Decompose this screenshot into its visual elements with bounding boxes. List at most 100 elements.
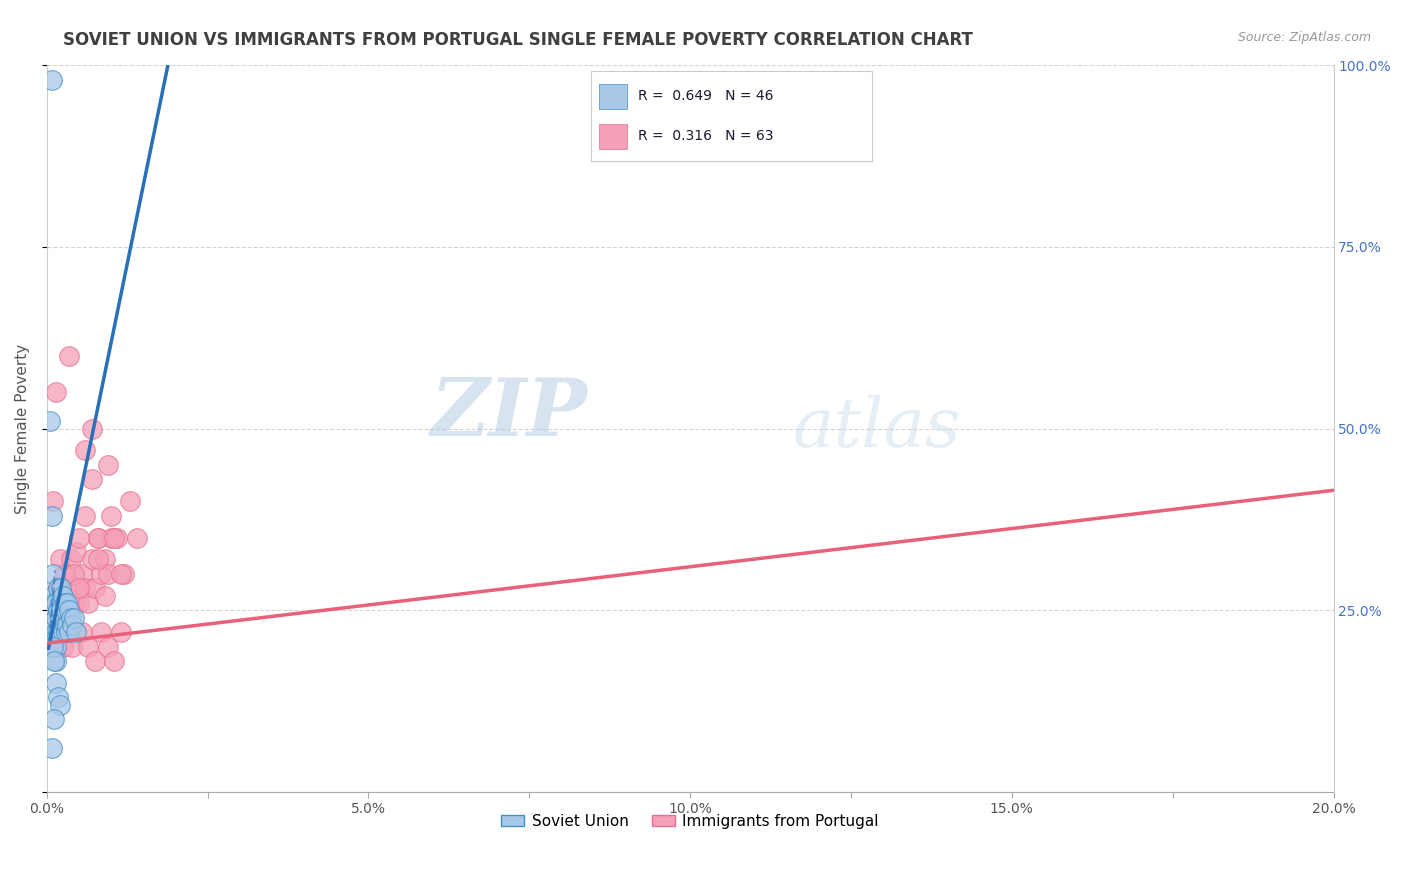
Point: [87, 531, 110, 545]
Text: R =  0.649   N = 46: R = 0.649 N = 46: [638, 89, 773, 103]
Point: [45, 603, 67, 617]
Point: [60, 552, 83, 566]
Point: [58, 603, 80, 617]
Point: [87, 552, 110, 566]
Point: [56, 617, 79, 632]
Point: [55, 603, 77, 617]
Point: [53, 610, 76, 624]
Point: [65, 625, 87, 640]
Point: [56, 589, 79, 603]
Point: [75, 582, 97, 596]
Text: R =  0.316   N = 63: R = 0.316 N = 63: [638, 129, 773, 144]
Point: [53, 596, 76, 610]
Point: [58, 603, 80, 617]
Point: [97, 458, 120, 472]
Point: [77, 596, 100, 610]
Point: [58, 349, 80, 363]
Point: [56, 596, 79, 610]
Point: [62, 566, 84, 581]
Point: [45, 625, 67, 640]
Point: [103, 654, 125, 668]
Point: [45, 654, 67, 668]
Point: [45, 610, 67, 624]
Point: [60, 640, 83, 654]
Point: [65, 545, 87, 559]
Point: [48, 625, 70, 640]
Point: [44, 617, 66, 632]
Point: [45, 640, 67, 654]
Point: [46, 582, 69, 596]
Text: SOVIET UNION VS IMMIGRANTS FROM PORTUGAL SINGLE FEMALE POVERTY CORRELATION CHART: SOVIET UNION VS IMMIGRANTS FROM PORTUGAL…: [63, 31, 973, 49]
Point: [75, 508, 97, 523]
Point: [90, 566, 112, 581]
Point: [44, 712, 66, 726]
Point: [80, 552, 103, 566]
Point: [90, 625, 112, 640]
Point: [41, 741, 63, 756]
Point: [44, 596, 66, 610]
Point: [80, 421, 103, 435]
Point: [45, 596, 67, 610]
Point: [53, 566, 76, 581]
Point: [42, 566, 65, 581]
Point: [100, 508, 122, 523]
Point: [48, 610, 70, 624]
Point: [41, 508, 63, 523]
Point: [80, 472, 103, 486]
Point: [77, 640, 100, 654]
Point: [84, 582, 107, 596]
Point: [58, 625, 80, 640]
Point: [97, 640, 120, 654]
Point: [66, 582, 89, 596]
Point: [87, 531, 110, 545]
Point: [55, 625, 77, 640]
Point: [120, 494, 142, 508]
Point: [58, 625, 80, 640]
Point: [67, 531, 90, 545]
Point: [42, 589, 65, 603]
Point: [49, 582, 72, 596]
Point: [38, 414, 60, 428]
Point: [70, 566, 93, 581]
Point: [46, 625, 69, 640]
Point: [52, 582, 75, 596]
Point: [49, 596, 72, 610]
Point: [46, 582, 69, 596]
Point: [93, 552, 115, 566]
Point: [46, 582, 69, 596]
Point: [53, 617, 76, 632]
Point: [42, 640, 65, 654]
Point: [52, 640, 75, 654]
Text: Source: ZipAtlas.com: Source: ZipAtlas.com: [1237, 31, 1371, 45]
Point: [44, 654, 66, 668]
Text: ZIP: ZIP: [430, 376, 588, 453]
Point: [70, 625, 93, 640]
Legend: Soviet Union, Immigrants from Portugal: Soviet Union, Immigrants from Portugal: [495, 808, 884, 835]
Point: [52, 610, 75, 624]
Point: [93, 589, 115, 603]
Text: atlas: atlas: [793, 395, 962, 462]
Point: [100, 531, 122, 545]
Point: [112, 566, 135, 581]
Point: [55, 566, 77, 581]
Point: [62, 596, 84, 610]
Point: [84, 654, 107, 668]
Point: [45, 385, 67, 400]
Point: [46, 690, 69, 705]
Point: [60, 617, 83, 632]
Point: [49, 596, 72, 610]
Point: [110, 566, 132, 581]
Point: [67, 582, 90, 596]
Point: [62, 610, 84, 624]
Point: [44, 603, 66, 617]
Point: [49, 603, 72, 617]
Point: [42, 603, 65, 617]
Point: [55, 610, 77, 624]
Point: [48, 698, 70, 712]
Point: [42, 617, 65, 632]
Point: [107, 531, 129, 545]
Point: [41, 72, 63, 87]
Point: [60, 610, 83, 624]
Point: [48, 596, 70, 610]
Point: [46, 603, 69, 617]
